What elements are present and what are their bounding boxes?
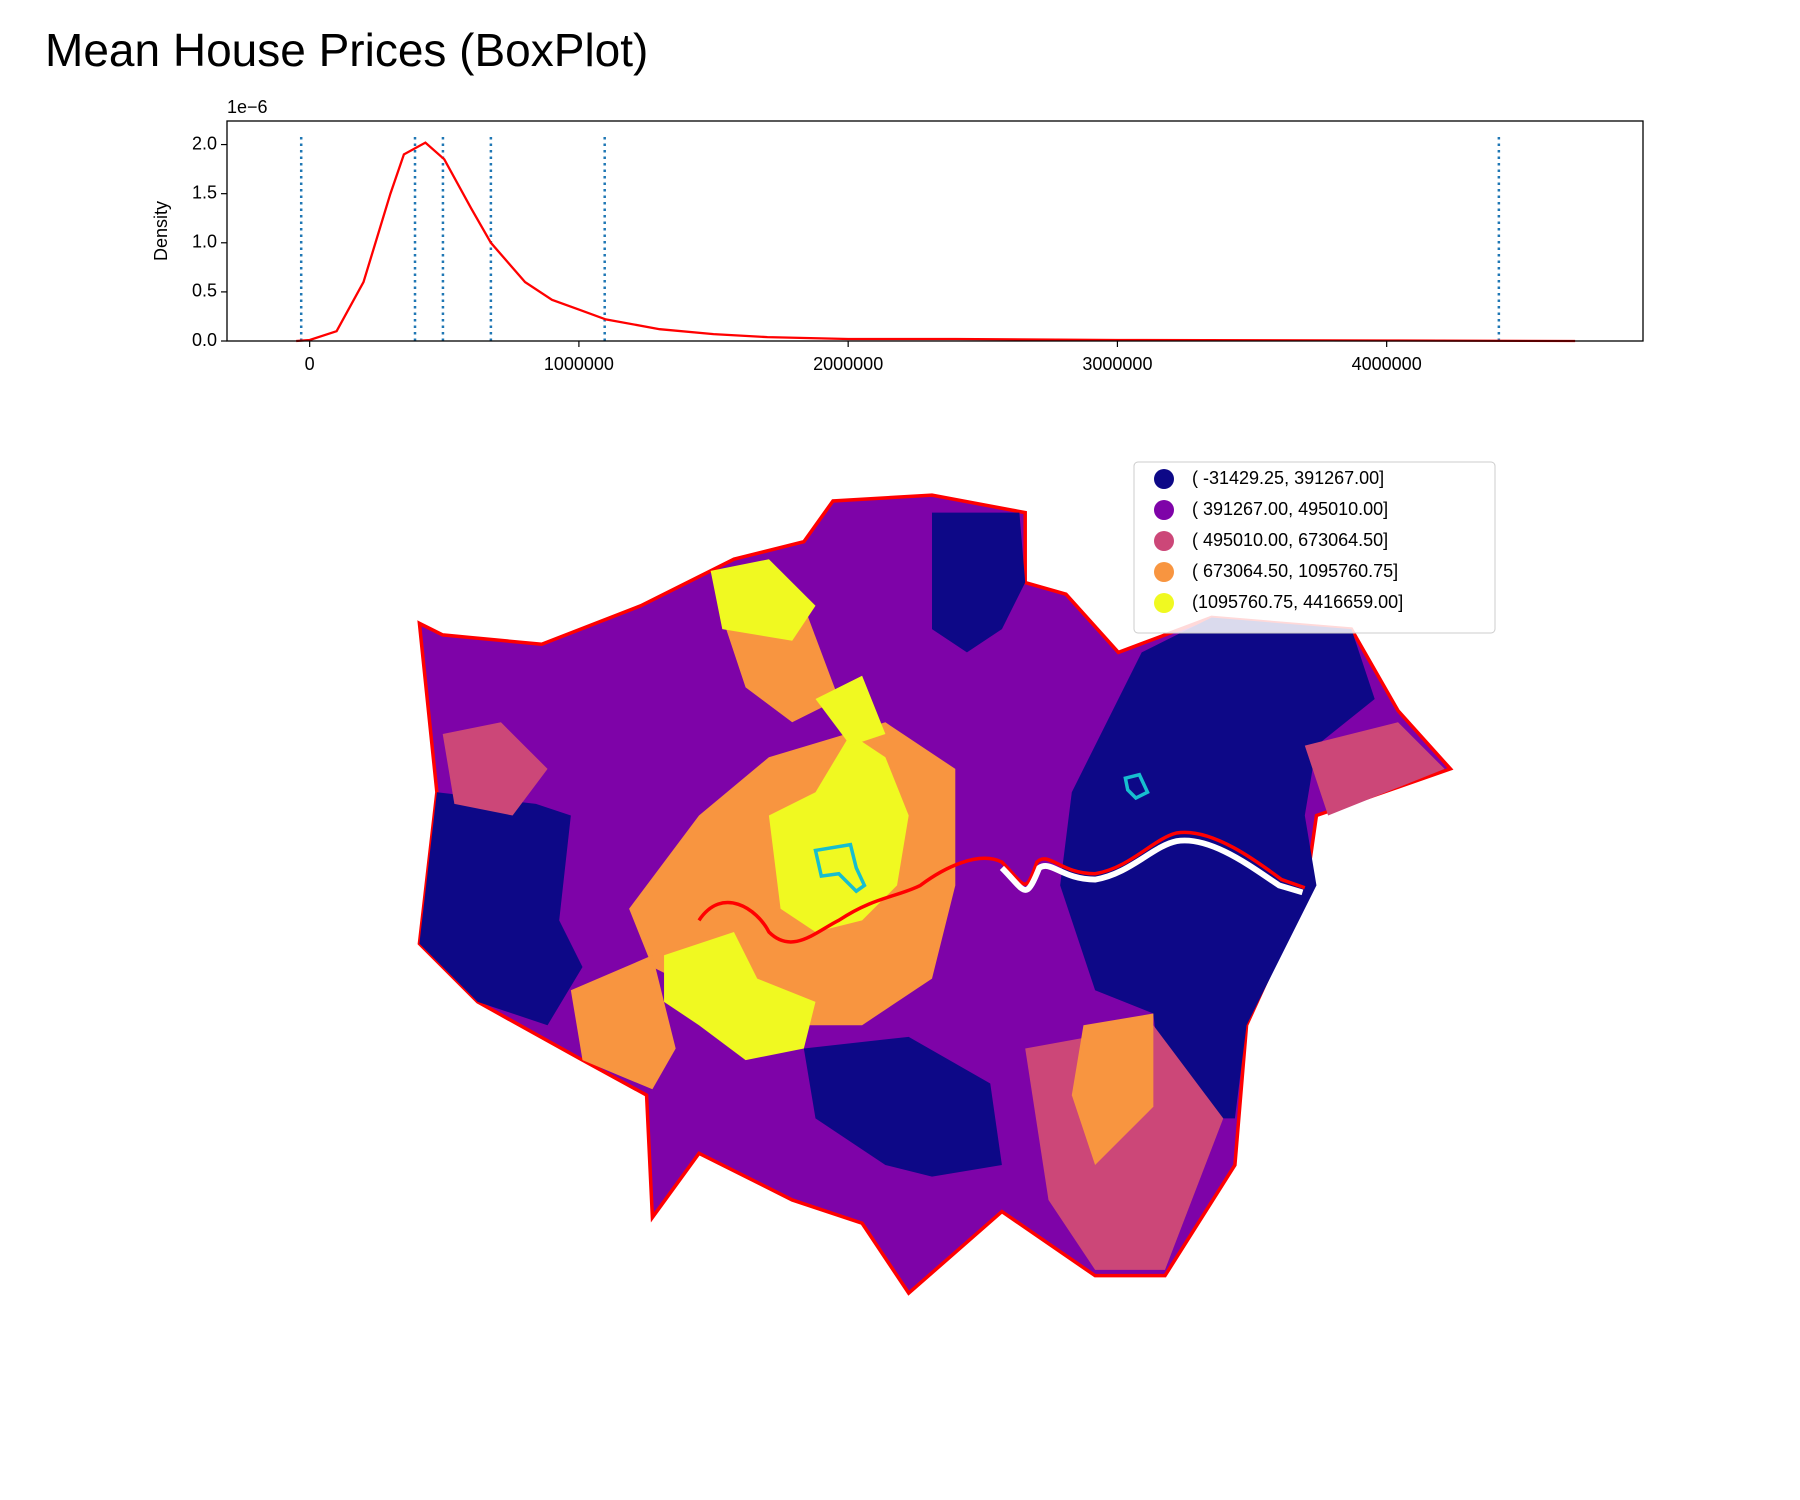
x-tick-label: 2000000 — [813, 354, 883, 374]
region-east — [1060, 617, 1375, 1119]
legend-marker — [1154, 562, 1174, 582]
region-yellow-center — [768, 733, 909, 932]
legend-label: ( -31429.25, 391267.00] — [1192, 468, 1384, 488]
y-axis-label: Density — [151, 201, 171, 261]
legend-label: ( 495010.00, 673064.50] — [1192, 530, 1388, 550]
x-tick-label: 0 — [305, 354, 315, 374]
y-tick-label: 2.0 — [192, 133, 217, 153]
region-east-pink — [1304, 722, 1445, 816]
region-orange-north — [722, 605, 839, 723]
x-tick-label: 1000000 — [544, 354, 614, 374]
y-tick-label: 0.5 — [192, 281, 217, 301]
legend-label: (1095760.75, 4416659.00] — [1192, 592, 1403, 612]
density-curve — [296, 141, 1576, 343]
region-yellow-mid — [815, 675, 886, 746]
legend-box — [1133, 461, 1496, 634]
x-tick-label: 3000000 — [1082, 354, 1152, 374]
region-orange-sw — [570, 955, 676, 1090]
region-yellow-sw — [664, 932, 816, 1061]
river-water — [999, 837, 1304, 896]
legend-marker — [1154, 469, 1174, 489]
river — [697, 830, 1306, 944]
region-yellow-north — [710, 559, 816, 641]
legend-label: ( 391267.00, 495010.00] — [1192, 499, 1388, 519]
region-south — [803, 1036, 1002, 1177]
legend-marker — [1154, 593, 1174, 613]
legend-label: ( 673064.50, 1095760.75] — [1192, 561, 1398, 581]
legend-marker — [1154, 500, 1174, 520]
legend: ( -31429.25, 391267.00] ( 391267.00, 4950… — [1133, 461, 1496, 634]
plot-frame — [226, 120, 1644, 342]
region-nw-pink — [442, 722, 548, 816]
region-north — [932, 512, 1026, 653]
y-tick-label: 0.0 — [192, 330, 217, 350]
region-west — [419, 792, 583, 1026]
highlight-area — [1123, 772, 1150, 801]
map — [417, 493, 1454, 1296]
legend-marker — [1154, 531, 1174, 551]
highlight-area — [813, 842, 867, 894]
x-tick-label: 4000000 — [1352, 354, 1422, 374]
chart-title: Mean House Prices (BoxPlot) — [45, 24, 648, 76]
y-tick-label: 1.0 — [192, 232, 217, 252]
region-orange-se — [1071, 1013, 1154, 1165]
y-offset-label: 1e−6 — [227, 97, 268, 117]
y-tick-label: 1.5 — [192, 182, 217, 202]
